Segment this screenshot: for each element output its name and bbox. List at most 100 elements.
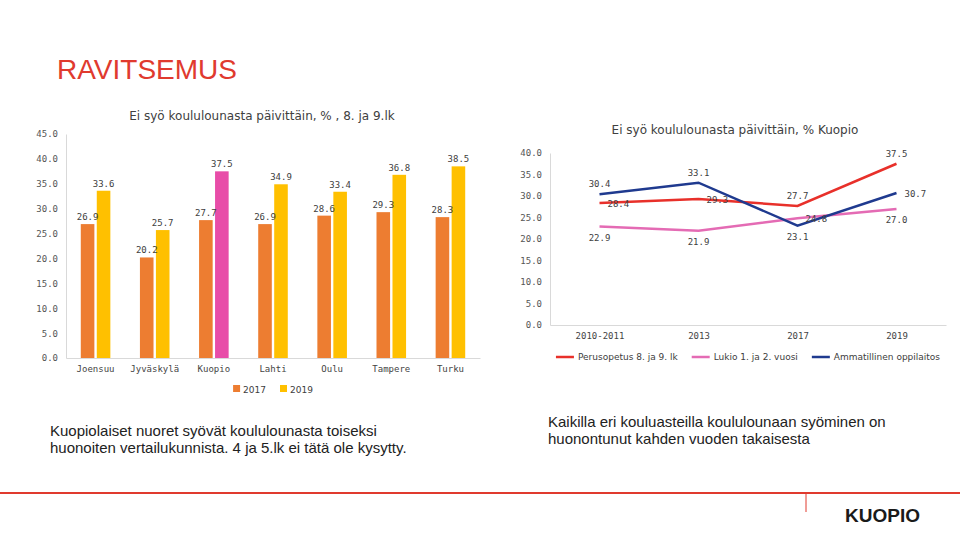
bar [274,184,288,358]
data-label: 30.7 [905,189,927,199]
data-label: 29.3 [707,195,729,205]
y-tick-label: 30.0 [36,204,58,214]
y-tick-label: 45.0 [36,129,58,139]
bar [156,230,170,358]
x-tick: Joensuu [77,364,115,374]
caption: Kaikilla eri kouluasteilla koululounaan … [548,413,933,447]
data-label: 23.1 [787,232,809,242]
legend: Perusopetus 8. ja 9. lk Lukio 1. ja 2. vu… [556,352,940,362]
y-tick-label: 30.0 [520,191,542,201]
y-tick: 20.0 [520,234,550,244]
legend-item: 2017 [233,385,266,395]
y-tick: 40.0 [520,148,550,158]
chart-title: Ei syö koululounasta päivittäin, % , 8. … [129,109,394,123]
y-tick: 10.0 [520,277,550,287]
x-axis: 2010-2011 2013 2017 2019 [551,326,947,342]
legend-label: 2017 [243,385,266,395]
y-axis: 0.0 5.0 10.0 15.0 20.0 25.0 30.0 35.0 40.0 45.0 [36,129,66,363]
bar [333,192,347,358]
slide-canvas: RAVITSEMUS KUOPIO Ei syö koululounasta päi… [0,0,960,540]
data-label: 27.0 [886,215,908,225]
y-axis: 0.05.010.015.020.025.030.035.040.0 [520,148,550,330]
y-tick: 15.0 [520,256,550,266]
y-tick-label: 25.0 [36,229,58,239]
data-label: 33.6 [93,179,115,189]
bar [140,257,154,358]
footer-rule [0,492,960,494]
lines [600,164,897,231]
legend-swatch [556,356,574,359]
logo: KUOPIO [845,505,920,526]
footer-notch [806,493,807,512]
data-label: 28.3 [432,205,454,215]
data-label: 28.4 [608,199,630,209]
data-label: 38.5 [448,154,470,164]
bar [81,224,95,358]
slide: RAVITSEMUS KUOPIO Ei syö koululounasta päi… [0,0,960,540]
x-tick: 2013 [688,331,710,341]
bar [215,171,229,358]
x-tick: Turku [437,364,464,374]
legend-item: Lukio 1. ja 2. vuosi [692,352,798,362]
data-label: 21.9 [688,237,710,247]
x-tick-label: Oulu [321,364,343,374]
y-tick-label: 35.0 [520,170,542,180]
legend-item: 2019 [280,385,313,395]
y-tick: 0.0 [42,353,66,363]
legend-swatch [812,356,830,359]
y-tick: 45.0 [36,129,66,139]
x-tick-label: Joensuu [77,364,115,374]
y-tick-label: 5.0 [42,328,58,338]
y-tick: 35.0 [520,170,550,180]
chart-title: Ei syö koululounasta päivittäin, % Kuopi… [612,123,859,137]
data-label: 33.1 [688,168,710,178]
data-label: 20.2 [136,245,158,255]
y-tick-label: 0.0 [526,320,542,330]
data-label: 26.9 [254,212,276,222]
legend: 2017 2019 [233,385,313,395]
x-tick-label: Lahti [259,364,286,374]
x-axis-line [551,325,947,326]
y-tick-label: 20.0 [36,254,58,264]
data-label: 30.4 [589,179,611,189]
y-tick-label: 10.0 [36,304,58,314]
y-tick: 15.0 [36,279,66,289]
y-tick: 30.0 [520,191,550,201]
data-labels: 26.920.227.726.928.629.328.333.625.737.5… [77,154,470,255]
data-label: 27.7 [787,191,809,201]
y-tick-label: 15.0 [36,279,58,289]
x-tick-label: 2019 [886,331,908,341]
line [600,209,897,231]
x-tick: Oulu [321,364,343,374]
x-tick-label: 2017 [787,331,809,341]
x-tick-label: Jyväskylä [130,364,179,374]
legend-label: Perusopetus 8. ja 9. lk [578,352,679,362]
legend-item: Perusopetus 8. ja 9. lk [556,352,679,362]
bars [81,166,465,358]
x-tick-label: 2013 [688,331,710,341]
y-tick-label: 0.0 [42,353,58,363]
bar [97,191,111,358]
bar [317,216,331,358]
legend-label: 2019 [290,385,313,395]
x-tick: Tampere [372,364,410,374]
y-axis-line [66,135,67,359]
x-tick: 2010-2011 [576,331,625,341]
y-tick: 5.0 [42,328,66,338]
y-tick-label: 35.0 [36,179,58,189]
bar [392,175,406,358]
data-label: 25.7 [152,218,174,228]
y-tick: 20.0 [36,254,66,264]
legend-label: Ammatillinen oppilaitos [834,352,941,362]
legend-item: Ammatillinen oppilaitos [812,352,941,362]
legend-swatch [233,385,240,392]
y-tick: 5.0 [526,299,550,309]
data-label: 24.8 [806,214,828,224]
y-tick: 40.0 [36,154,66,164]
x-tick-label: Turku [437,364,464,374]
x-axis: JoensuuJyväskyläKuopioLahtiOuluTampereTu… [67,359,481,375]
x-tick: Jyväskylä [130,364,179,374]
page-title: RAVITSEMUS [57,54,237,85]
x-tick: 2019 [886,331,908,341]
x-tick-label: 2010-2011 [576,331,625,341]
